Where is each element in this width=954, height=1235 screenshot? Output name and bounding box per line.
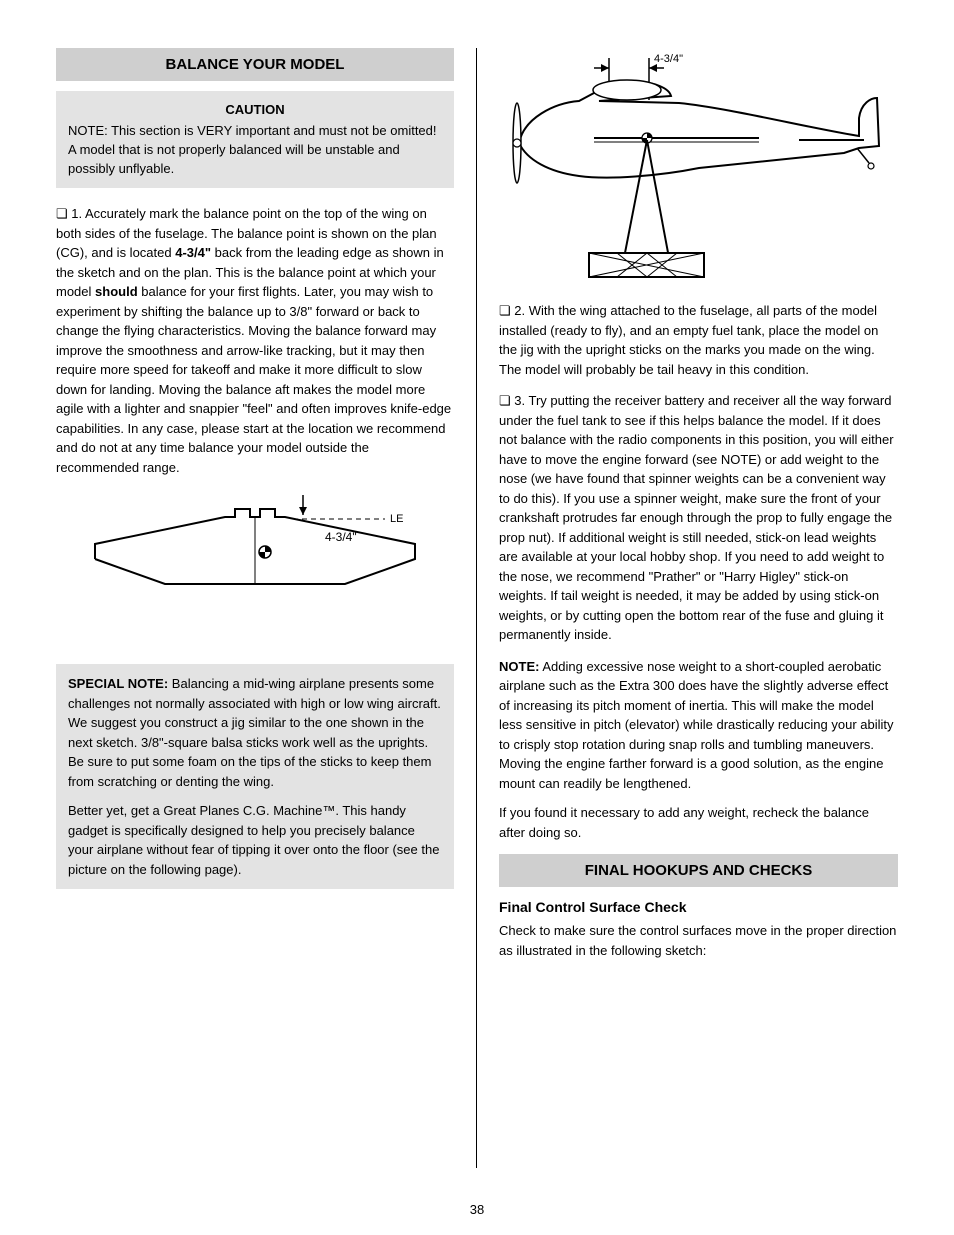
wing-le-label: LE (390, 513, 403, 525)
step-2: ❏ 2. With the wing attached to the fusel… (499, 301, 898, 379)
wing-dim-value-text: 4-3/4" (325, 530, 357, 544)
section-header-balance: BALANCE YOUR MODEL (56, 48, 454, 81)
checkbox-icon: ❏ (56, 206, 68, 221)
section-header-final: FINAL HOOKUPS AND CHECKS (499, 854, 898, 887)
left-column: BALANCE YOUR MODEL CAUTION NOTE: This se… (56, 48, 477, 1168)
caution-title: CAUTION (68, 101, 442, 120)
right-column: 4-3/4" (477, 48, 898, 1168)
step-1-bold-1: 4-3/4" (175, 245, 211, 260)
special-note-title: SPECIAL NOTE: (68, 676, 168, 691)
final-text: Check to make sure the control surfaces … (499, 921, 898, 960)
special-note-box: SPECIAL NOTE: Balancing a mid-wing airpl… (56, 664, 454, 889)
subheading-final-check: Final Control Surface Check (499, 899, 898, 915)
step-3: ❏ 3. Try putting the receiver battery an… (499, 391, 898, 645)
special-note-para1: Balancing a mid-wing airplane presents s… (68, 676, 441, 789)
page-number: 38 (0, 1202, 954, 1217)
step-1-text-c: balance for your first flights. Later, y… (56, 284, 451, 475)
plane-figure: 4-3/4" (499, 48, 898, 293)
step-1: ❏ 1. Accurately mark the balance point o… (56, 204, 454, 477)
wing-figure: LE 4-3/4" (56, 489, 454, 654)
note-block: NOTE: Adding excessive nose weight to a … (499, 657, 898, 794)
step-1-bold-2: should (95, 284, 138, 299)
caution-text: NOTE: This section is VERY important and… (68, 122, 442, 179)
note-bold: NOTE: (499, 659, 539, 674)
special-note-para2: Better yet, get a Great Planes C.G. Mach… (68, 803, 439, 877)
caution-box: CAUTION NOTE: This section is VERY impor… (56, 91, 454, 188)
note-text: Adding excessive nose weight to a short-… (499, 659, 894, 791)
plane-dim-value-text: 4-3/4" (654, 53, 683, 65)
checkbox-icon: ❏ (499, 393, 511, 408)
step-2-text: 2. With the wing attached to the fuselag… (499, 303, 878, 377)
recheck-para: If you found it necessary to add any wei… (499, 803, 898, 842)
checkbox-icon: ❏ (499, 303, 511, 318)
step-3-text: 3. Try putting the receiver battery and … (499, 393, 894, 642)
